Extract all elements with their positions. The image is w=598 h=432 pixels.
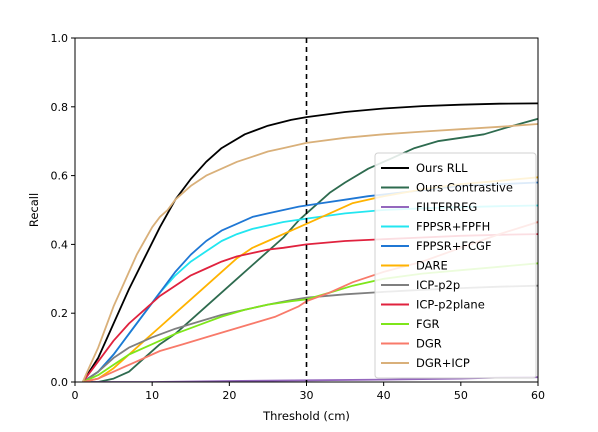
series-line-10 <box>81 123 538 382</box>
x-tick-label: 20 <box>222 389 236 402</box>
x-axis-ticks: 0 10 20 30 40 50 60 <box>72 382 545 402</box>
x-tick-label: 40 <box>377 389 391 402</box>
legend-label: DGR+ICP <box>416 356 470 370</box>
legend-label: FPPSR+FPFH <box>416 220 490 234</box>
legend-label: Ours Contrastive <box>416 181 513 195</box>
legend-box <box>374 152 537 379</box>
x-tick-label: 30 <box>300 389 314 402</box>
legend-label: Ours RLL <box>416 161 468 175</box>
legend: Ours RLL Ours Contrastive FILTERREG FPPSR+F… <box>374 152 537 379</box>
y-tick-label: 0.6 <box>51 170 69 183</box>
x-axis-label: Threshold (cm) <box>262 409 350 423</box>
y-tick-label: 0.4 <box>51 238 69 251</box>
legend-label: ICP-p2p <box>416 278 460 292</box>
legend-label: FPPSR+FCGF <box>416 239 492 253</box>
x-tick-label: 50 <box>454 389 468 402</box>
legend-label: FILTERREG <box>416 200 477 214</box>
x-tick-label: 60 <box>531 389 545 402</box>
y-tick-label: 0.8 <box>51 101 69 114</box>
x-tick-label: 0 <box>72 389 79 402</box>
legend-label: DGR <box>416 337 442 351</box>
y-tick-label: 0.0 <box>51 376 69 389</box>
legend-label: DARE <box>416 259 448 273</box>
y-tick-label: 0.2 <box>51 307 69 320</box>
y-axis-label: Recall <box>27 193 41 227</box>
legend-label: FGR <box>416 317 440 331</box>
series-line-0 <box>81 102 538 382</box>
series-line-1 <box>82 117 538 382</box>
x-tick-label: 10 <box>145 389 159 402</box>
legend-label: ICP-p2plane <box>416 298 485 312</box>
y-tick-label: 1.0 <box>51 32 69 45</box>
y-axis-ticks: 0.0 0.2 0.4 0.6 0.8 1.0 <box>51 32 75 389</box>
